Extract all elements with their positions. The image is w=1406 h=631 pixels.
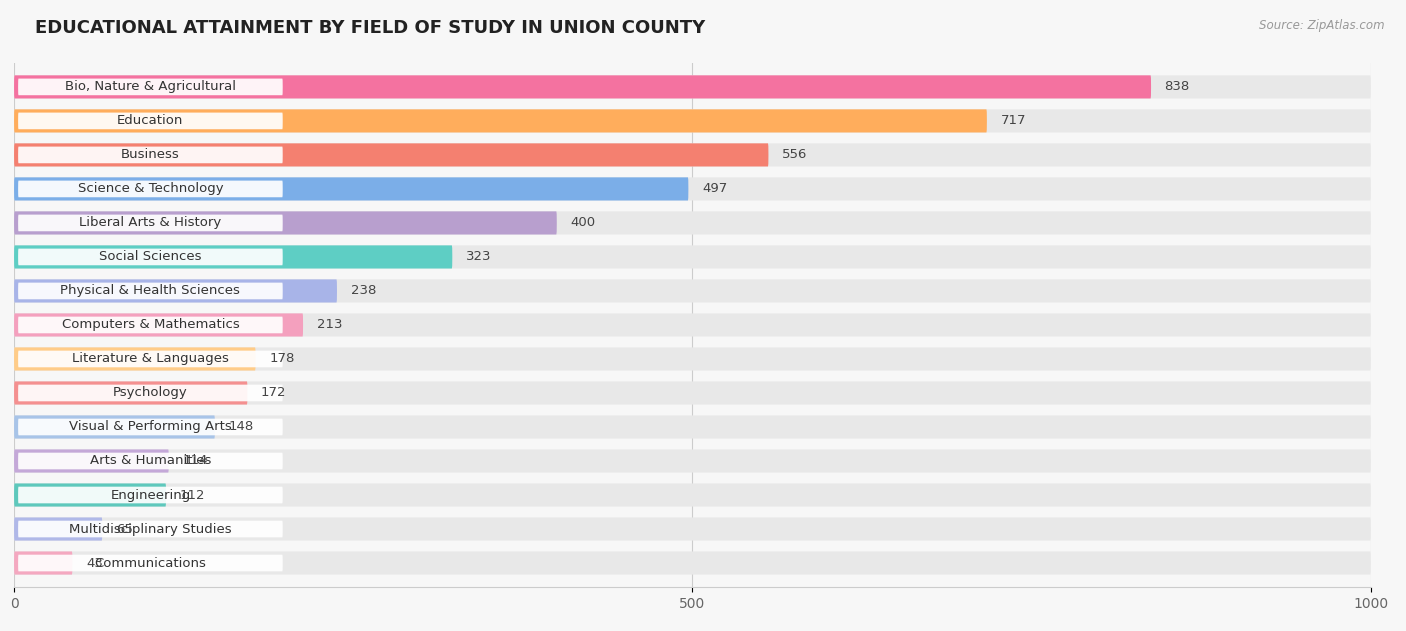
FancyBboxPatch shape bbox=[14, 75, 1371, 98]
Text: 148: 148 bbox=[228, 420, 253, 433]
FancyBboxPatch shape bbox=[14, 177, 1371, 201]
FancyBboxPatch shape bbox=[18, 418, 283, 435]
FancyBboxPatch shape bbox=[14, 314, 304, 336]
FancyBboxPatch shape bbox=[14, 211, 557, 235]
FancyBboxPatch shape bbox=[14, 109, 1371, 133]
FancyBboxPatch shape bbox=[14, 245, 1371, 269]
FancyBboxPatch shape bbox=[14, 109, 987, 133]
Text: Visual & Performing Arts: Visual & Performing Arts bbox=[69, 420, 232, 433]
Text: 112: 112 bbox=[180, 488, 205, 502]
Text: Business: Business bbox=[121, 148, 180, 162]
FancyBboxPatch shape bbox=[14, 517, 1371, 541]
Text: Education: Education bbox=[117, 114, 184, 127]
FancyBboxPatch shape bbox=[14, 449, 1371, 473]
FancyBboxPatch shape bbox=[14, 517, 103, 541]
FancyBboxPatch shape bbox=[14, 381, 1371, 404]
FancyBboxPatch shape bbox=[14, 551, 72, 575]
Text: Source: ZipAtlas.com: Source: ZipAtlas.com bbox=[1260, 19, 1385, 32]
FancyBboxPatch shape bbox=[18, 317, 283, 333]
Text: 400: 400 bbox=[571, 216, 596, 230]
FancyBboxPatch shape bbox=[18, 283, 283, 299]
FancyBboxPatch shape bbox=[14, 280, 1371, 302]
Text: Computers & Mathematics: Computers & Mathematics bbox=[62, 319, 239, 331]
FancyBboxPatch shape bbox=[14, 483, 166, 507]
Text: Multidisciplinary Studies: Multidisciplinary Studies bbox=[69, 522, 232, 536]
FancyBboxPatch shape bbox=[14, 348, 256, 370]
FancyBboxPatch shape bbox=[14, 211, 1371, 235]
Text: Engineering: Engineering bbox=[110, 488, 191, 502]
FancyBboxPatch shape bbox=[14, 280, 337, 302]
FancyBboxPatch shape bbox=[18, 385, 283, 401]
Text: 497: 497 bbox=[702, 182, 727, 196]
FancyBboxPatch shape bbox=[18, 487, 283, 504]
FancyBboxPatch shape bbox=[14, 245, 453, 269]
FancyBboxPatch shape bbox=[18, 452, 283, 469]
Text: 238: 238 bbox=[350, 285, 375, 297]
Text: Arts & Humanities: Arts & Humanities bbox=[90, 454, 211, 468]
Text: Literature & Languages: Literature & Languages bbox=[72, 353, 229, 365]
FancyBboxPatch shape bbox=[14, 449, 169, 473]
FancyBboxPatch shape bbox=[18, 112, 283, 129]
FancyBboxPatch shape bbox=[18, 79, 283, 95]
Text: 65: 65 bbox=[115, 522, 132, 536]
FancyBboxPatch shape bbox=[18, 521, 283, 538]
Text: 838: 838 bbox=[1164, 80, 1189, 93]
FancyBboxPatch shape bbox=[18, 555, 283, 571]
Text: 323: 323 bbox=[465, 251, 491, 264]
FancyBboxPatch shape bbox=[18, 215, 283, 232]
FancyBboxPatch shape bbox=[18, 146, 283, 163]
FancyBboxPatch shape bbox=[14, 314, 1371, 336]
Text: 43: 43 bbox=[86, 557, 103, 570]
Text: Psychology: Psychology bbox=[112, 386, 188, 399]
FancyBboxPatch shape bbox=[14, 483, 1371, 507]
FancyBboxPatch shape bbox=[18, 249, 283, 265]
FancyBboxPatch shape bbox=[14, 415, 1371, 439]
Text: 114: 114 bbox=[183, 454, 208, 468]
Text: 178: 178 bbox=[269, 353, 294, 365]
FancyBboxPatch shape bbox=[14, 177, 689, 201]
FancyBboxPatch shape bbox=[14, 143, 769, 167]
Text: 213: 213 bbox=[316, 319, 342, 331]
Text: EDUCATIONAL ATTAINMENT BY FIELD OF STUDY IN UNION COUNTY: EDUCATIONAL ATTAINMENT BY FIELD OF STUDY… bbox=[35, 19, 706, 37]
FancyBboxPatch shape bbox=[14, 551, 1371, 575]
Text: Science & Technology: Science & Technology bbox=[77, 182, 224, 196]
Text: 172: 172 bbox=[262, 386, 287, 399]
FancyBboxPatch shape bbox=[14, 75, 1152, 98]
Text: Physical & Health Sciences: Physical & Health Sciences bbox=[60, 285, 240, 297]
Text: Social Sciences: Social Sciences bbox=[100, 251, 201, 264]
FancyBboxPatch shape bbox=[14, 143, 1371, 167]
Text: 717: 717 bbox=[1001, 114, 1026, 127]
Text: Bio, Nature & Agricultural: Bio, Nature & Agricultural bbox=[65, 80, 236, 93]
FancyBboxPatch shape bbox=[14, 348, 1371, 370]
FancyBboxPatch shape bbox=[18, 351, 283, 367]
Text: 556: 556 bbox=[782, 148, 807, 162]
FancyBboxPatch shape bbox=[14, 381, 247, 404]
FancyBboxPatch shape bbox=[18, 180, 283, 198]
FancyBboxPatch shape bbox=[14, 415, 215, 439]
Text: Liberal Arts & History: Liberal Arts & History bbox=[79, 216, 222, 230]
Text: Communications: Communications bbox=[94, 557, 207, 570]
